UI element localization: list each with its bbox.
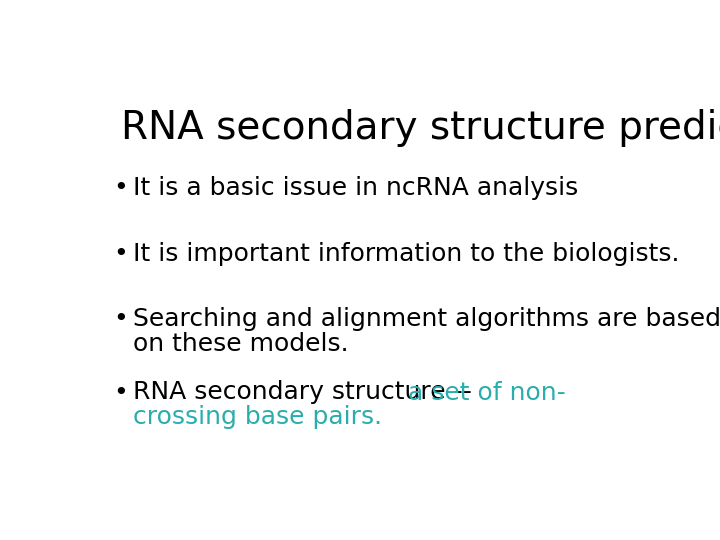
Text: Searching and alignment algorithms are based: Searching and alignment algorithms are b… xyxy=(132,307,720,332)
Text: •: • xyxy=(113,307,128,332)
Text: It is a basic issue in ncRNA analysis: It is a basic issue in ncRNA analysis xyxy=(132,177,578,200)
Text: •: • xyxy=(113,242,128,266)
Text: crossing base pairs.: crossing base pairs. xyxy=(132,405,382,429)
Text: RNA secondary structure prediction: RNA secondary structure prediction xyxy=(121,110,720,147)
Text: RNA secondary structure --: RNA secondary structure -- xyxy=(132,381,487,404)
Text: on these models.: on these models. xyxy=(132,332,348,356)
Text: a set of non-: a set of non- xyxy=(408,381,565,404)
Text: It is important information to the biologists.: It is important information to the biolo… xyxy=(132,242,679,266)
Text: •: • xyxy=(113,177,128,200)
Text: •: • xyxy=(113,381,128,404)
